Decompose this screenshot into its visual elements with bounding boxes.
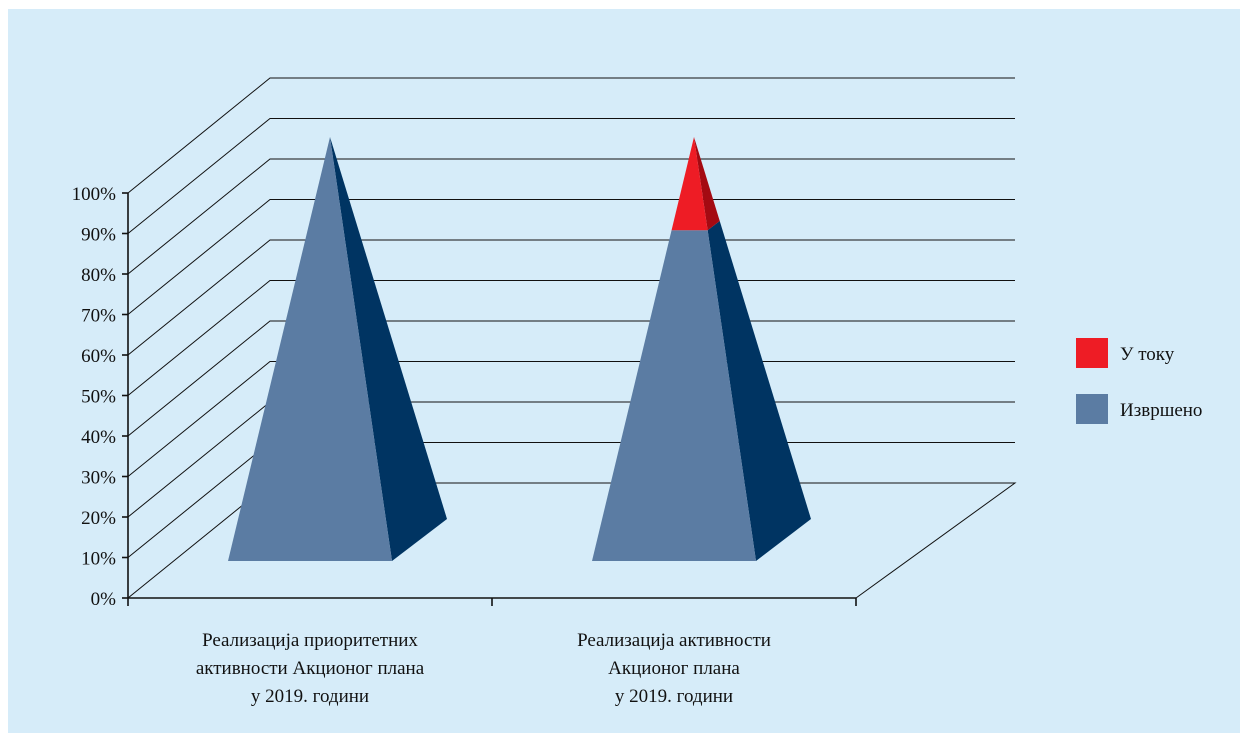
pyramid-side-face	[694, 137, 720, 231]
gridline	[127, 239, 1015, 356]
category-label: Акционог плана	[608, 658, 740, 679]
y-axis-tick-labels: 0% 10% 20% 30% 40% 50% 60% 70% 80% 90% 100%	[72, 184, 117, 610]
gridline	[127, 320, 1015, 437]
y-tick-label: 10%	[81, 549, 116, 570]
y-tick-label: 70%	[81, 306, 116, 327]
legend-label: Извршено	[1120, 400, 1202, 421]
axes	[122, 192, 857, 606]
pyramid-front-face	[671, 137, 708, 231]
pyramid-side-face	[707, 221, 811, 562]
y-tick-label: 20%	[81, 508, 116, 529]
pyramid-segment	[228, 137, 447, 561]
category-label: у 2019. години	[615, 686, 733, 707]
y-tick-label: 50%	[81, 387, 116, 408]
y-tick-label: 40%	[81, 427, 116, 448]
category-label: активности Акционог плана	[196, 658, 425, 679]
chart-background	[8, 9, 1240, 733]
y-tick-label: 90%	[81, 225, 116, 246]
legend-swatch	[1076, 338, 1108, 368]
y-tick-label: 60%	[81, 346, 116, 367]
gridline	[127, 199, 1015, 315]
y-tick-label: 0%	[91, 589, 117, 610]
pyramid-segment	[592, 221, 811, 562]
legend-label: У току	[1120, 344, 1175, 365]
gridline	[127, 158, 1015, 275]
y-tick-label: 30%	[81, 468, 116, 489]
legend-swatch	[1076, 394, 1108, 424]
gridline	[127, 361, 1015, 477]
gridline	[127, 280, 1015, 396]
legend: У току Извршено	[1076, 338, 1202, 424]
category-labels: Реализација приоритетних активности Акцио…	[196, 630, 771, 707]
pyramid-front-face	[228, 137, 392, 561]
y-tick-label: 100%	[72, 184, 117, 205]
category-label: Реализација приоритетних	[202, 630, 418, 651]
pyramid-front-face	[592, 230, 756, 561]
pyramids	[228, 137, 811, 562]
pyramid-segment	[671, 137, 720, 231]
gridline	[127, 118, 1015, 234]
category-label: Реализација активности	[577, 630, 771, 651]
gridline	[127, 77, 1015, 194]
category-label: у 2019. години	[251, 686, 369, 707]
pyramid-side-face	[330, 137, 447, 561]
y-tick-label: 80%	[81, 265, 116, 286]
